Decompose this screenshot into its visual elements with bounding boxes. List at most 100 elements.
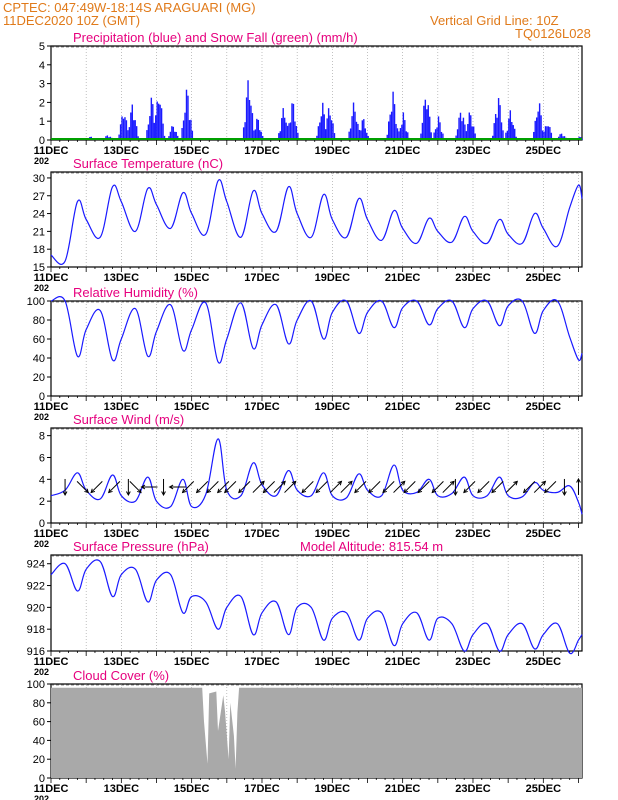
precip-bar	[174, 131, 176, 140]
pres-xtick-label: 19DEC	[315, 656, 351, 668]
wind-year-stub: 202	[34, 539, 49, 549]
wind-arrow-head	[90, 488, 96, 494]
pres-annotation: Model Altitude: 815.54 m	[300, 539, 443, 554]
precip-bar	[150, 97, 153, 140]
wind-arrow-head	[161, 491, 166, 497]
precip-bar	[366, 132, 368, 140]
precip-bar	[459, 112, 462, 140]
wind-arrow	[129, 481, 142, 493]
wind-ytick-label: 6	[39, 452, 45, 464]
precip-bar	[254, 129, 257, 140]
precip-xtick-label: 21DEC	[385, 145, 421, 157]
precip-bar	[292, 103, 295, 140]
wind-arrow-head	[195, 488, 201, 494]
precip-bar	[455, 135, 457, 140]
wind-arrow-head	[216, 488, 222, 494]
precip-bar	[402, 112, 405, 140]
precip-bar	[363, 119, 365, 140]
wind-arrow	[301, 481, 314, 493]
precip-xtick-label: 11DEC	[34, 145, 69, 157]
rh-year-stub: 202	[34, 412, 49, 422]
wind-arrow	[329, 481, 342, 493]
temp-year-stub: 202	[34, 283, 49, 293]
precip-bar	[360, 130, 362, 140]
wind-arrow	[252, 481, 265, 493]
wind-arrow-head	[522, 488, 528, 494]
wind-arrow-head	[477, 488, 482, 494]
wind-xtick-label: 21DEC	[385, 528, 421, 540]
precip-bar	[433, 132, 435, 140]
precip-bar	[436, 127, 438, 140]
precip-bar	[404, 120, 406, 140]
temp-xtick-label: 17DEC	[244, 272, 280, 284]
wind-xtick-label: 19DEC	[315, 528, 351, 540]
wind-arrow-head	[168, 484, 174, 490]
wind-arrow-head	[576, 477, 581, 483]
precip-bar	[162, 123, 164, 140]
precip-bar	[283, 117, 286, 140]
pres-xtick-label: 11DEC	[34, 656, 69, 668]
pres-ytick-label: 924	[27, 559, 45, 571]
rh-xtick-label: 15DEC	[174, 401, 210, 413]
temp-ytick-label: 30	[33, 173, 45, 185]
precip-bar	[511, 121, 513, 140]
precip-bar	[502, 130, 504, 140]
cloud-xtick-label: 13DEC	[104, 783, 140, 795]
cloud-year-stub: 202	[34, 794, 49, 800]
precip-bar	[429, 116, 431, 140]
wind-arrow-head	[337, 480, 343, 486]
precip-bar	[191, 130, 194, 140]
precip-bar	[330, 120, 333, 140]
precip-bar	[388, 121, 390, 140]
precip-bar	[398, 131, 400, 140]
temp-xtick-label: 19DEC	[315, 272, 351, 284]
wind-arrow	[417, 481, 430, 493]
run-time-line: 11DEC2020 10Z (GMT)	[3, 13, 141, 28]
precip-bar	[354, 111, 356, 140]
cloud-ytick-label: 40	[33, 735, 45, 747]
temp-ytick-label: 18	[33, 244, 45, 256]
precip-bar	[155, 115, 157, 140]
precip-bar	[468, 112, 470, 140]
rh-ytick-label: 40	[33, 353, 45, 365]
precip-ytick-label: 2	[39, 97, 45, 109]
precip-bar	[248, 100, 251, 140]
wind-arrow	[523, 481, 536, 493]
precip-bar	[405, 131, 407, 140]
wind-arrow-head	[126, 491, 131, 497]
precip-bar	[327, 108, 330, 140]
wind-arrow	[315, 481, 328, 493]
precip-bar	[279, 131, 281, 140]
precip-bar	[512, 125, 514, 140]
precip-bar	[285, 122, 287, 140]
wind-arrow-head	[431, 488, 437, 494]
wind-arrow	[505, 481, 518, 493]
wind-arrow-head	[449, 480, 455, 486]
precip-bar	[333, 133, 336, 140]
wind-arrow-head	[137, 488, 142, 494]
wind-arrow	[442, 481, 455, 493]
wind-arrow-head	[382, 488, 387, 494]
precip-bar	[497, 98, 500, 140]
precip-bar	[494, 114, 497, 140]
temp-ytick-label: 24	[33, 209, 45, 221]
pres-ytick-label: 918	[27, 624, 45, 636]
precip-bar	[281, 118, 283, 140]
precip-bar	[396, 128, 399, 140]
wind-arrow-head	[206, 488, 212, 494]
cloud-xtick-label: 17DEC	[244, 783, 280, 795]
precip-bar	[550, 132, 553, 140]
cloud-ytick-label: 20	[33, 754, 45, 766]
pres-frame	[50, 554, 583, 652]
precip-bar	[188, 120, 191, 140]
precip-bar	[184, 112, 186, 140]
cloud-ytick-label: 0	[39, 773, 45, 785]
wind-arrow-head	[84, 488, 89, 494]
wind-arrow-head	[463, 488, 468, 494]
precip-bar	[157, 103, 160, 140]
wind-arrow-head	[348, 480, 353, 486]
wind-arrow	[284, 481, 297, 493]
wind-arrow-head	[301, 488, 307, 494]
precip-bar	[547, 126, 550, 140]
precip-bar	[250, 105, 252, 140]
